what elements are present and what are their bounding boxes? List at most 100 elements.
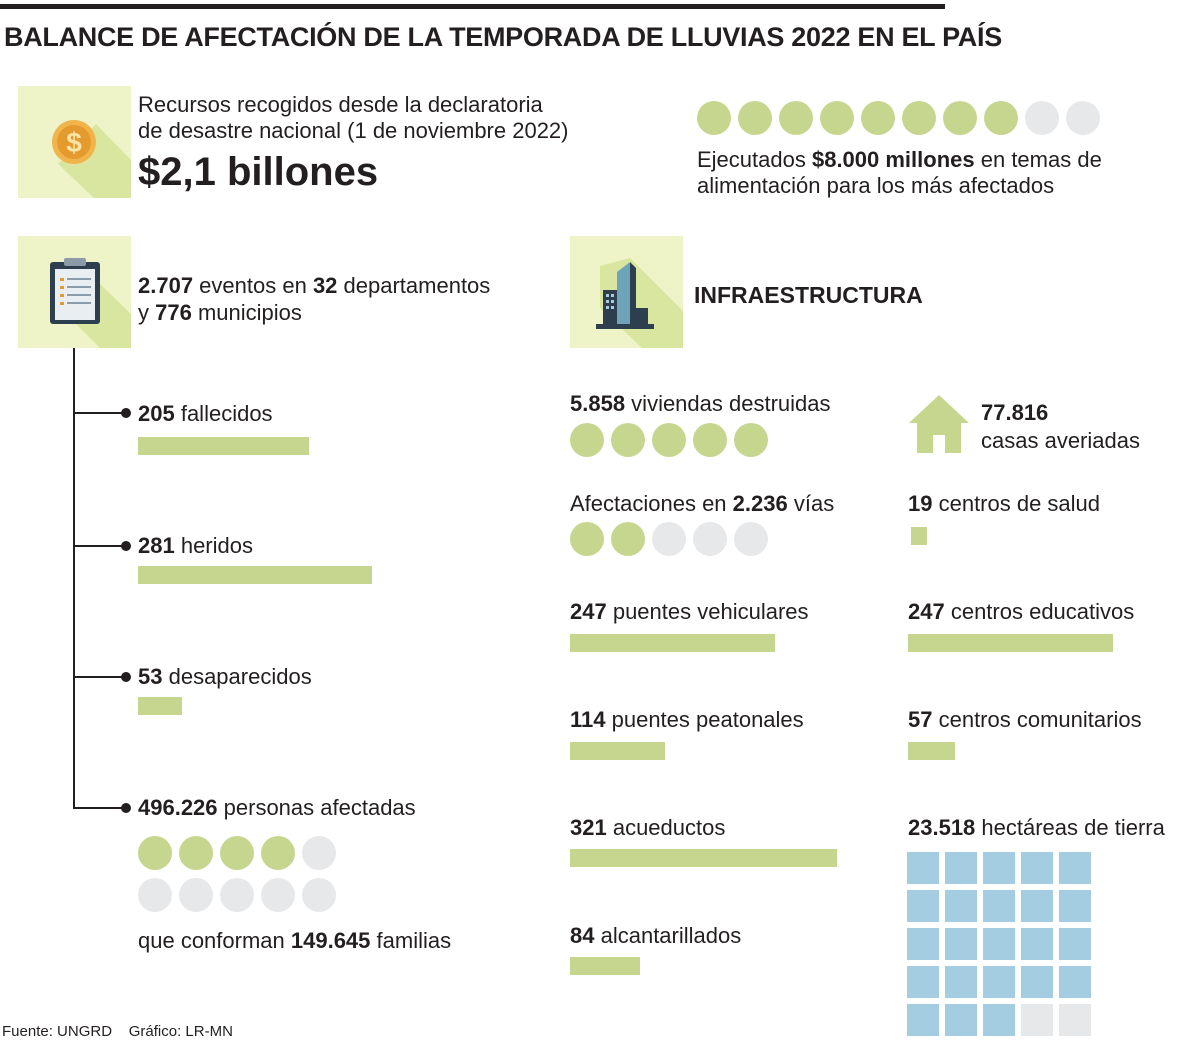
footer: Fuente: UNGRD Gráfico: LR-MN xyxy=(2,1023,233,1040)
tree-branch xyxy=(73,807,125,809)
waffle-cell-empty xyxy=(1021,1004,1053,1036)
salud-label: 19 centros de salud xyxy=(908,491,1101,516)
dot-empty xyxy=(734,522,768,556)
hectareas-waffle xyxy=(907,852,1093,1036)
educativos-bar xyxy=(908,634,1113,652)
dot-empty xyxy=(179,878,213,912)
tree-node xyxy=(121,672,131,682)
dot-empty xyxy=(138,878,172,912)
afectados-dots xyxy=(138,836,348,912)
desaparecidos-bar xyxy=(138,697,182,715)
waffle-cell-empty xyxy=(1059,1004,1091,1036)
afectados-label: 496.226 personas afectadas xyxy=(138,795,416,820)
coin-icon: $ xyxy=(52,120,131,198)
dot-filled xyxy=(820,101,854,135)
heridos-label: 281 heridos xyxy=(138,533,253,558)
dot-filled xyxy=(570,423,604,457)
puentes-veh-bar xyxy=(570,634,775,652)
waffle-cell-filled xyxy=(945,890,977,922)
waffle-cell-filled xyxy=(907,852,939,884)
dot-filled xyxy=(738,101,772,135)
tree-branch xyxy=(73,412,125,414)
tree-branch xyxy=(73,545,125,547)
acueductos-bar xyxy=(570,849,837,867)
puentes-peat-label: 114 puentes peatonales xyxy=(570,707,804,732)
waffle-cell-filled xyxy=(983,966,1015,998)
casas-num: 77.816 xyxy=(981,400,1049,425)
waffle-cell-filled xyxy=(1021,890,1053,922)
svg-text:$: $ xyxy=(66,127,82,158)
heridos-bar xyxy=(138,566,372,584)
ejecutados-dots xyxy=(697,101,1117,135)
tree-trunk xyxy=(73,348,75,809)
viviendas-dots xyxy=(570,423,780,457)
eventos-line1: 2.707 eventos en 32 departamentos xyxy=(138,273,491,298)
waffle-cell-filled xyxy=(983,890,1015,922)
waffle-cell-filled xyxy=(983,928,1015,960)
vias-dots xyxy=(570,522,780,556)
dot-filled xyxy=(779,101,813,135)
desaparecidos-label: 53 desaparecidos xyxy=(138,664,312,689)
educativos-label: 247 centros educativos xyxy=(908,599,1135,624)
dot-filled xyxy=(902,101,936,135)
tree-node xyxy=(121,408,131,418)
dot-empty xyxy=(302,878,336,912)
clipboard-icon xyxy=(50,258,131,348)
dot-filled xyxy=(570,522,604,556)
fallecidos-label: 205 fallecidos xyxy=(138,401,273,426)
comunitarios-label: 57 centros comunitarios xyxy=(908,707,1142,732)
waffle-cell-filled xyxy=(907,966,939,998)
acueductos-label: 321 acueductos xyxy=(570,815,726,840)
recursos-line1: Recursos recogidos desde la declaratoria xyxy=(138,92,543,117)
dot-empty xyxy=(693,522,727,556)
dot-empty xyxy=(220,878,254,912)
vias-label: Afectaciones en 2.236 vías xyxy=(570,491,835,516)
tree-branch xyxy=(73,676,125,678)
dot-empty xyxy=(652,522,686,556)
tree-node xyxy=(121,541,131,551)
salud-bar xyxy=(911,527,927,545)
waffle-cell-filled xyxy=(1059,928,1091,960)
dot-filled xyxy=(220,836,254,870)
waffle-cell-filled xyxy=(1021,928,1053,960)
dot-filled xyxy=(984,101,1018,135)
dot-filled xyxy=(179,836,213,870)
footer-source: Fuente: UNGRD xyxy=(2,1023,113,1040)
waffle-cell-filled xyxy=(1021,852,1053,884)
dot-empty xyxy=(1025,101,1059,135)
casas-label: casas averiadas xyxy=(981,428,1140,453)
comunitarios-bar xyxy=(908,742,955,760)
dot-filled xyxy=(734,423,768,457)
recursos-amount: $2,1 billones xyxy=(138,150,379,194)
waffle-cell-filled xyxy=(1059,966,1091,998)
puentes-peat-bar xyxy=(570,742,665,760)
dot-filled xyxy=(261,836,295,870)
viviendas-label: 5.858 viviendas destruidas xyxy=(570,391,831,416)
dot-filled xyxy=(697,101,731,135)
dot-filled xyxy=(861,101,895,135)
top-rule xyxy=(0,4,945,9)
waffle-cell-filled xyxy=(907,928,939,960)
waffle-cell-filled xyxy=(907,890,939,922)
dot-filled xyxy=(693,423,727,457)
building-icon-box xyxy=(570,236,683,348)
alcantarillados-bar xyxy=(570,957,640,975)
dot-filled xyxy=(611,423,645,457)
waffle-cell-filled xyxy=(1059,890,1091,922)
house-icon xyxy=(909,395,969,453)
money-icon-box: $ xyxy=(18,86,131,198)
page-title: BALANCE DE AFECTACIÓN DE LA TEMPORADA DE… xyxy=(4,22,1002,52)
puentes-veh-label: 247 puentes vehiculares xyxy=(570,599,809,624)
waffle-cell-filled xyxy=(907,1004,939,1036)
hectareas-label: 23.518 hectáreas de tierra xyxy=(908,815,1165,840)
waffle-cell-filled xyxy=(983,1004,1015,1036)
waffle-cell-filled xyxy=(945,1004,977,1036)
dot-filled xyxy=(943,101,977,135)
alcantarillados-label: 84 alcantarillados xyxy=(570,923,742,948)
dot-empty xyxy=(302,836,336,870)
dot-filled xyxy=(652,423,686,457)
waffle-cell-filled xyxy=(983,852,1015,884)
building-icon xyxy=(596,258,683,348)
ejecutados-line1: Ejecutados $8.000 millones en temas de xyxy=(697,147,1102,172)
waffle-cell-filled xyxy=(945,966,977,998)
